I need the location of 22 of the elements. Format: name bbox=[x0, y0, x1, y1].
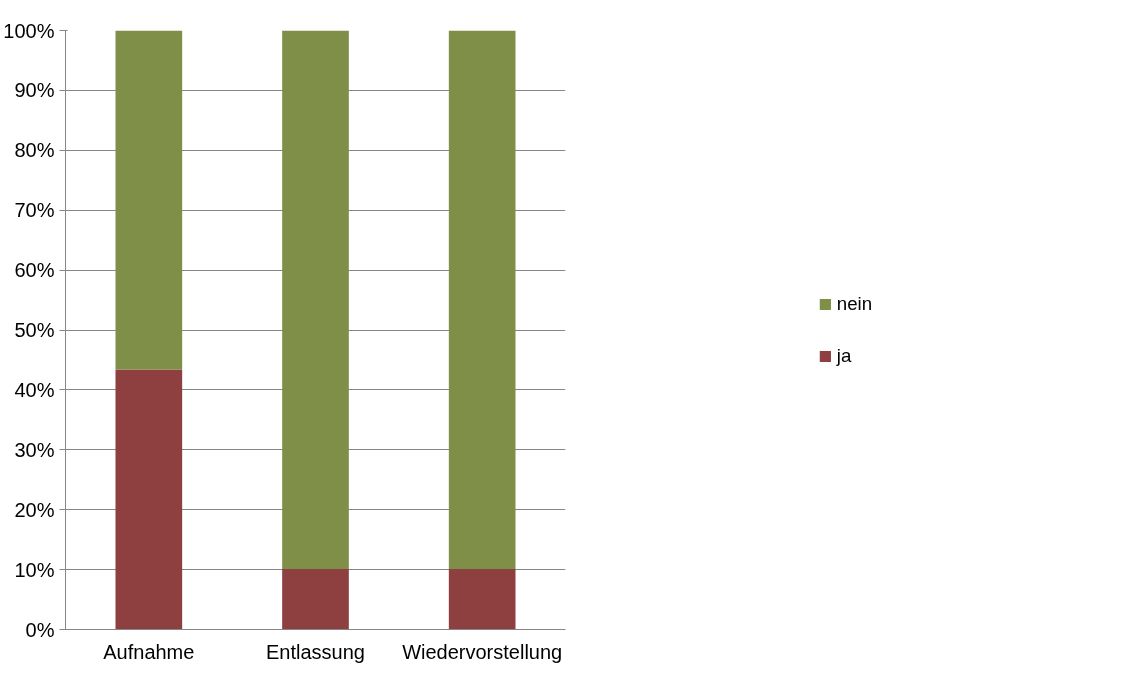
bar bbox=[448, 30, 516, 569]
x-tick-label: Entlassung bbox=[266, 640, 365, 663]
y-tick-label: 20% bbox=[14, 498, 55, 521]
legend-label: ja bbox=[836, 344, 853, 367]
x-tick-label: Aufnahme bbox=[103, 640, 195, 663]
bar bbox=[448, 569, 516, 630]
y-tick-label: 100% bbox=[3, 19, 55, 42]
y-tick-label: 40% bbox=[14, 378, 55, 401]
y-tick-label: 60% bbox=[14, 259, 55, 282]
bar bbox=[115, 30, 183, 370]
y-tick-label: 0% bbox=[25, 618, 55, 641]
y-tick-label: 30% bbox=[14, 438, 55, 461]
y-tick-label: 90% bbox=[14, 79, 55, 102]
y-tick-label: 10% bbox=[14, 558, 55, 581]
y-tick-label: 50% bbox=[14, 319, 55, 341]
y-tick-label: 80% bbox=[14, 139, 55, 162]
y-tick-label: 70% bbox=[14, 199, 55, 222]
bar bbox=[282, 30, 349, 569]
legend-label: nein bbox=[836, 292, 873, 315]
bar bbox=[115, 369, 183, 630]
bar bbox=[282, 569, 349, 630]
x-tick-label: Wiedervorstellung bbox=[402, 640, 563, 663]
